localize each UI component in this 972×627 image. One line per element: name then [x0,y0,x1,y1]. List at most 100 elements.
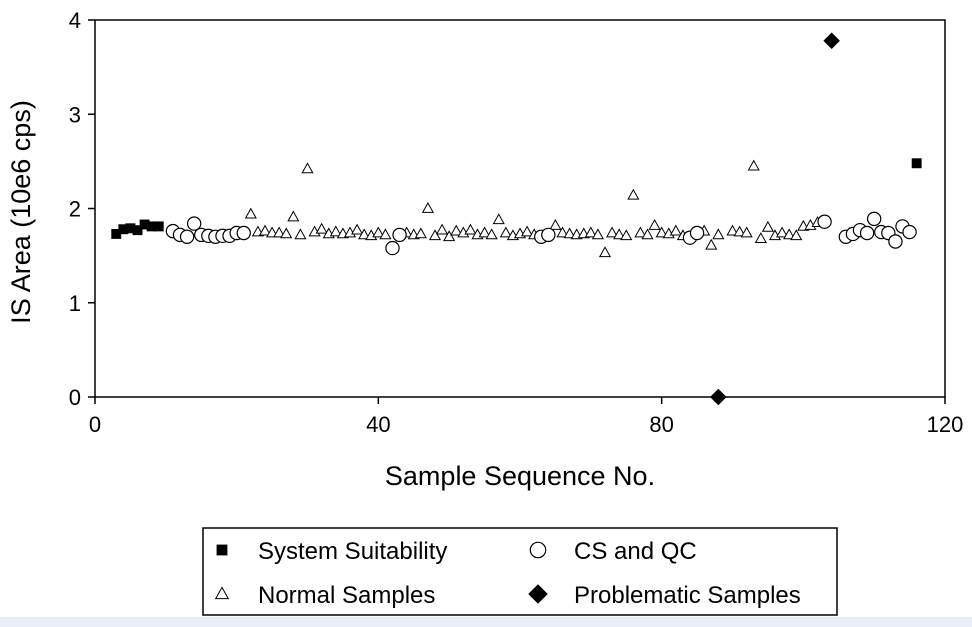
data-point [179,229,195,244]
data-point [372,226,385,238]
data-point [541,227,556,243]
legend-label: CS and QC [574,538,697,565]
data-point [613,228,626,240]
data-point [584,226,597,238]
data-point [414,227,427,239]
data-point [392,227,407,243]
x-tick-label: 40 [366,412,390,437]
data-point [358,228,371,240]
data-point [443,230,456,242]
data-point [669,224,682,236]
data-point [428,229,442,241]
x-axis-label: Sample Sequence No. [385,461,655,491]
legend-label: Problematic Samples [574,582,801,609]
data-point [146,221,157,232]
data-point [591,228,604,240]
data-point [710,388,727,406]
legend-label: Normal Samples [258,582,435,609]
data-point [280,227,293,239]
data-point [634,226,647,238]
data-point [747,159,760,171]
series-problematic-samples [710,32,840,406]
data-point [132,225,143,236]
data-point [125,223,136,234]
x-tick-label: 80 [649,412,673,437]
data-point [712,228,725,240]
data-point [521,225,534,237]
data-point [118,224,129,235]
x-tick-label: 0 [89,412,101,437]
data-point [859,225,875,241]
legend-marker [214,586,230,600]
data-point [351,223,364,235]
data-point [379,228,392,240]
data-point [790,229,803,241]
data-point [153,221,164,232]
data-point [620,229,633,241]
data-point [740,226,753,238]
data-point [648,218,661,230]
y-tick-label: 3 [69,102,81,127]
data-point [485,228,498,240]
data-point [733,225,746,237]
data-point [655,226,668,238]
data-point [641,228,654,240]
data-point [287,210,300,222]
data-point [888,234,903,249]
data-point [627,188,640,200]
data-point [258,224,272,236]
data-point [186,216,202,231]
data-point [315,222,328,234]
data-point [563,227,576,239]
data-point [911,158,922,169]
data-point [111,228,122,239]
data-point [783,228,796,240]
series-cs-and-qc [165,211,917,256]
data-point [385,240,400,256]
legend-label: System Suitability [258,538,447,565]
data-point [450,224,463,236]
series-system-suitability [111,158,922,239]
legend-marker [529,541,547,559]
legend-marker [216,544,228,556]
data-point [294,228,307,240]
data-point [866,211,882,227]
series-normal-samples [244,159,824,258]
data-point [776,226,789,238]
data-point [492,213,505,225]
data-point [436,223,449,235]
data-point [236,225,251,241]
data-point [464,223,477,235]
y-axis-label: IS Area (10e6 cps) [6,100,36,324]
data-point [273,226,286,238]
axes-layer: 0 40 80 120 0 1 2 3 4 [69,8,964,437]
data-point [556,226,569,238]
data-point [499,226,512,238]
data-point [329,225,342,237]
plot-frame [94,19,946,398]
legend-box [202,527,838,616]
data-point [421,201,434,213]
legend: System Suitability CS and QC Normal Sample… [202,527,838,616]
data-point [549,218,562,230]
data-point [478,226,491,238]
legend-marker [528,584,548,604]
y-tick-label: 2 [69,197,81,222]
data-point [244,207,257,219]
data-point [761,220,774,232]
y-tick-label: 1 [69,291,81,316]
data-point [598,246,612,258]
data-point [754,232,767,244]
data-point [139,219,150,230]
points-layer [111,32,922,406]
data-point [823,32,840,49]
y-tick-label: 4 [69,8,81,33]
data-point [689,225,705,241]
bottom-band [0,617,972,627]
data-point [705,238,718,250]
data-point [902,224,917,240]
data-point [301,162,314,174]
x-tick-label: 120 [927,412,964,437]
